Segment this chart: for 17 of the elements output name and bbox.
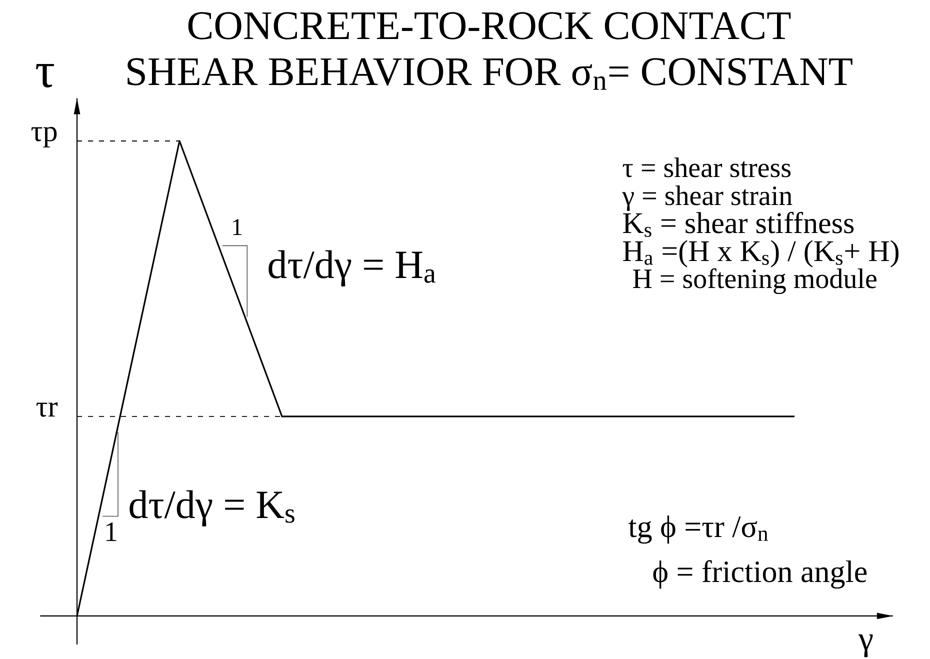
x-axis-title: γ <box>858 634 873 658</box>
annotation: 1 <box>106 522 116 541</box>
annotation: τ = shear stress <box>622 158 791 178</box>
annotation: dτ/dγ = K$_{s}$ <box>130 490 294 526</box>
annotation: ϕ = friction angle <box>653 560 867 589</box>
annotation: γ = shear strain <box>622 186 792 211</box>
annotation: H = softening module <box>633 268 876 294</box>
annotation: K$_{s}$ = shear stiffness <box>623 212 854 237</box>
annotation: H$_{a}$ =(H x K$_{s}$) / (K$_{s}$+ H) <box>623 240 898 268</box>
ref-line-label: τr <box>36 402 58 417</box>
annotation: dτ/dγ = H$_{a}$ <box>268 250 436 287</box>
annotation: tg ϕ =τr /σ$_{n}$ <box>628 515 768 544</box>
y-axis-title: τ <box>36 64 54 88</box>
annotation: 1 <box>233 219 242 235</box>
chart-title: CONCRETE-TO-ROCK CONTACT <box>188 12 791 40</box>
ref-line-label: τp <box>31 126 57 148</box>
chart-subtitle: SHEAR BEHAVIOR FOR σ$_{n}$= CONSTANT <box>128 58 852 90</box>
